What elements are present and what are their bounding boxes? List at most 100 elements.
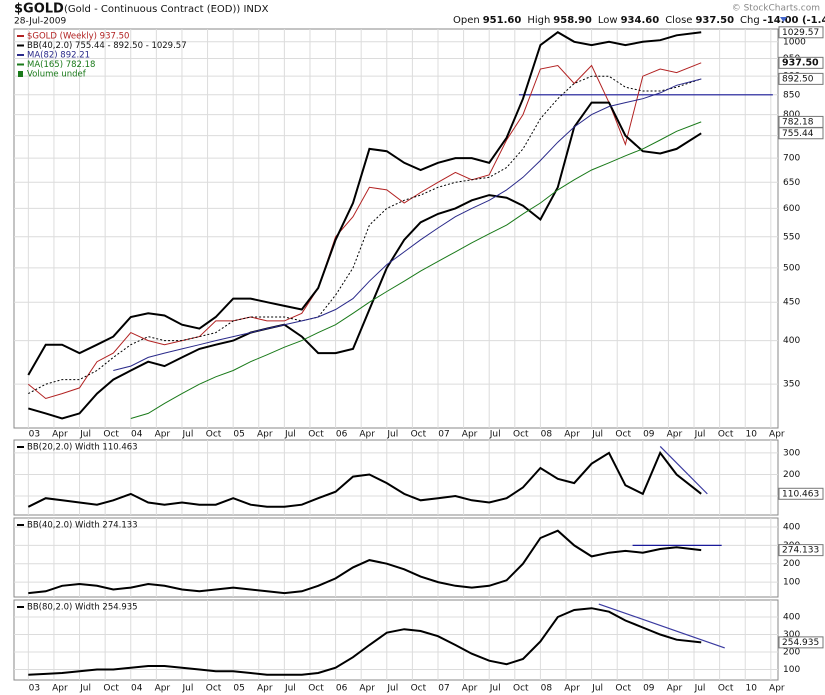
quote-label: Low — [598, 15, 618, 26]
last-value-box — [778, 487, 824, 500]
x-tick-label: Oct — [103, 684, 119, 694]
x-tick-label: Apr — [462, 430, 478, 440]
x-tick-label: Oct — [615, 684, 631, 694]
x-tick-label: Apr — [667, 684, 683, 694]
y-tick-label: 100 — [783, 578, 800, 588]
x-tick-label: Apr — [359, 684, 375, 694]
last-value-box — [778, 115, 824, 128]
series-line — [113, 78, 702, 371]
x-tick-label: 04 — [131, 684, 143, 694]
x-tick-label: Apr — [769, 430, 785, 440]
x-tick-label: Apr — [667, 430, 683, 440]
legend-label: BB(80,2.0) Width 254.935 — [27, 603, 138, 613]
legend-swatch — [18, 71, 23, 77]
x-tick-label: 08 — [541, 430, 553, 440]
legend-label: BB(40,2.0) 755.44 - 892.50 - 1029.57 — [27, 41, 187, 51]
x-tick-label: Oct — [308, 430, 324, 440]
x-tick-label: Apr — [769, 684, 785, 694]
y-tick-label: 200 — [783, 647, 800, 657]
x-tick-label: 05 — [233, 684, 244, 694]
y-tick-label: 650 — [783, 178, 800, 188]
x-tick-label: 10 — [746, 684, 758, 694]
y-tick-label: 800 — [783, 110, 800, 120]
y-tick-label: 100 — [783, 665, 800, 675]
quote-label: Chg — [740, 15, 760, 26]
x-tick-label: Apr — [359, 430, 375, 440]
x-tick-label: 08 — [541, 684, 553, 694]
y-tick-label: 450 — [783, 298, 800, 308]
x-tick-label: Oct — [615, 430, 631, 440]
last-value-label: 274.133 — [782, 546, 819, 556]
trend-line — [659, 446, 708, 495]
x-tick-label: Jul — [591, 430, 603, 440]
x-tick-label: Apr — [564, 430, 580, 440]
series-line — [28, 529, 702, 595]
last-value-label: 892.50 — [782, 74, 814, 84]
quote-label: Open — [453, 15, 480, 26]
x-tick-label: 06 — [336, 684, 348, 694]
y-tick-label: 350 — [783, 380, 800, 390]
last-value-box — [778, 26, 824, 39]
panel-frame — [13, 28, 779, 429]
x-tick-label: Oct — [206, 430, 222, 440]
legend-label: MA(165) 782.18 — [27, 60, 95, 70]
x-tick-label: Jul — [386, 684, 398, 694]
date: 28-Jul-2009 — [14, 17, 66, 27]
last-value-box — [778, 544, 824, 557]
last-value-box — [778, 56, 824, 69]
last-value-label: 1029.57 — [782, 28, 819, 38]
panel-frame — [13, 517, 779, 598]
x-tick-label: Jul — [182, 684, 194, 694]
series-line — [28, 101, 702, 420]
x-tick-label: Apr — [155, 684, 171, 694]
series-line — [27, 62, 702, 400]
legend-label: BB(20,2.0) Width 110.463 — [27, 443, 138, 453]
x-tick-label: Jul — [591, 684, 603, 694]
last-value-label: 755.44 — [782, 129, 814, 139]
quote-line: Open 951.60 High 958.90 Low 934.60 Close 937.50… — [453, 15, 825, 26]
x-tick-label: Jul — [79, 430, 91, 440]
y-tick-label: 850 — [783, 90, 800, 100]
x-tick-label: Oct — [103, 430, 119, 440]
x-tick-label: Jul — [79, 684, 91, 694]
series-line — [28, 607, 702, 676]
x-tick-label: 06 — [336, 430, 348, 440]
x-tick-label: 07 — [438, 430, 449, 440]
x-tick-label: 07 — [438, 684, 449, 694]
legend-label: MA(82) 892.21 — [27, 51, 90, 61]
series-line — [27, 31, 702, 376]
x-tick-label: 09 — [643, 684, 655, 694]
series-line — [130, 121, 702, 419]
x-tick-label: Oct — [411, 684, 427, 694]
y-tick-label: 200 — [783, 559, 800, 569]
x-tick-label: 03 — [29, 430, 40, 440]
x-tick-label: Apr — [257, 684, 273, 694]
x-tick-label: Jul — [386, 430, 398, 440]
quote-label: Close — [665, 15, 692, 26]
x-tick-label: Apr — [52, 430, 68, 440]
last-value-label: 782.18 — [782, 117, 814, 127]
last-value-label: 254.935 — [782, 638, 819, 648]
down-indicator — [780, 17, 787, 22]
x-tick-label: Jul — [284, 430, 296, 440]
last-value-label: 937.50 — [782, 57, 819, 68]
legend-label: BB(40,2.0) Width 274.133 — [27, 521, 138, 531]
y-tick-label: 200 — [783, 470, 800, 480]
x-tick-label: 03 — [29, 684, 40, 694]
y-tick-label: 700 — [783, 154, 800, 164]
quote-value: -14.00 (-1.47%) — [763, 15, 825, 26]
y-tick-label: 600 — [783, 204, 800, 214]
y-tick-label: 500 — [783, 263, 800, 273]
y-tick-label: 300 — [783, 630, 800, 640]
x-tick-label: Apr — [52, 684, 68, 694]
x-tick-label: Jul — [694, 430, 706, 440]
x-tick-label: Jul — [284, 684, 296, 694]
x-tick-label: Oct — [206, 684, 222, 694]
x-tick-label: Apr — [564, 684, 580, 694]
copyright: © StockCharts.com — [732, 4, 820, 14]
y-tick-label: 550 — [783, 232, 800, 242]
y-tick-label: 400 — [783, 523, 800, 533]
symbol: $GOLD — [14, 2, 64, 17]
x-tick-label: Apr — [155, 430, 171, 440]
